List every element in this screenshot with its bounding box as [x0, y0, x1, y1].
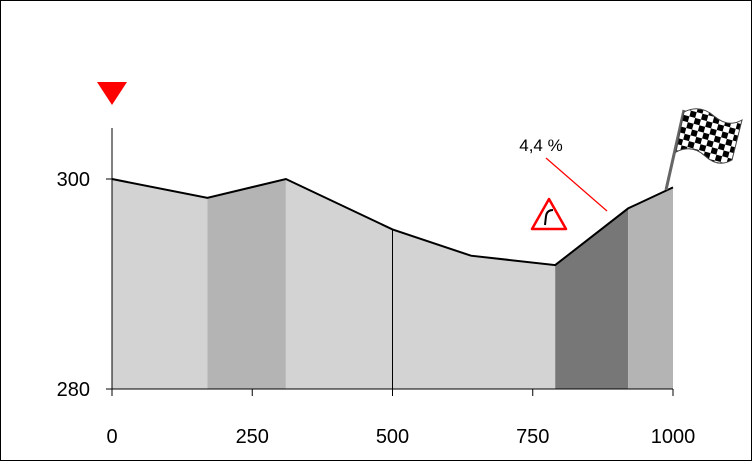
- start-marker-icon: [97, 82, 127, 105]
- curve-warning-icon: [530, 197, 568, 231]
- profile-segment-3: [285, 179, 393, 389]
- finish-flag-icon: [664, 108, 743, 191]
- profile-line: [111, 177, 674, 267]
- y-tick-label-300: 300: [57, 169, 90, 191]
- x-tick-label-750: 750: [516, 426, 549, 448]
- profile-segment-1: [112, 179, 208, 389]
- y-tick-label-280: 280: [57, 379, 90, 401]
- profile-segment-4: [392, 229, 556, 389]
- profile-segment-6: [628, 187, 673, 389]
- x-tick-label-0: 0: [106, 426, 117, 448]
- x-tick-label-1000: 1000: [651, 426, 696, 448]
- gradient-annotation: 4,4 %: [519, 136, 562, 155]
- profile-segment-2: [207, 179, 286, 389]
- x-tick-label-500: 500: [376, 426, 409, 448]
- gradient-annotation-line: [545, 157, 608, 212]
- profile-segment-5: [555, 208, 629, 389]
- x-tick-label-250: 250: [236, 426, 269, 448]
